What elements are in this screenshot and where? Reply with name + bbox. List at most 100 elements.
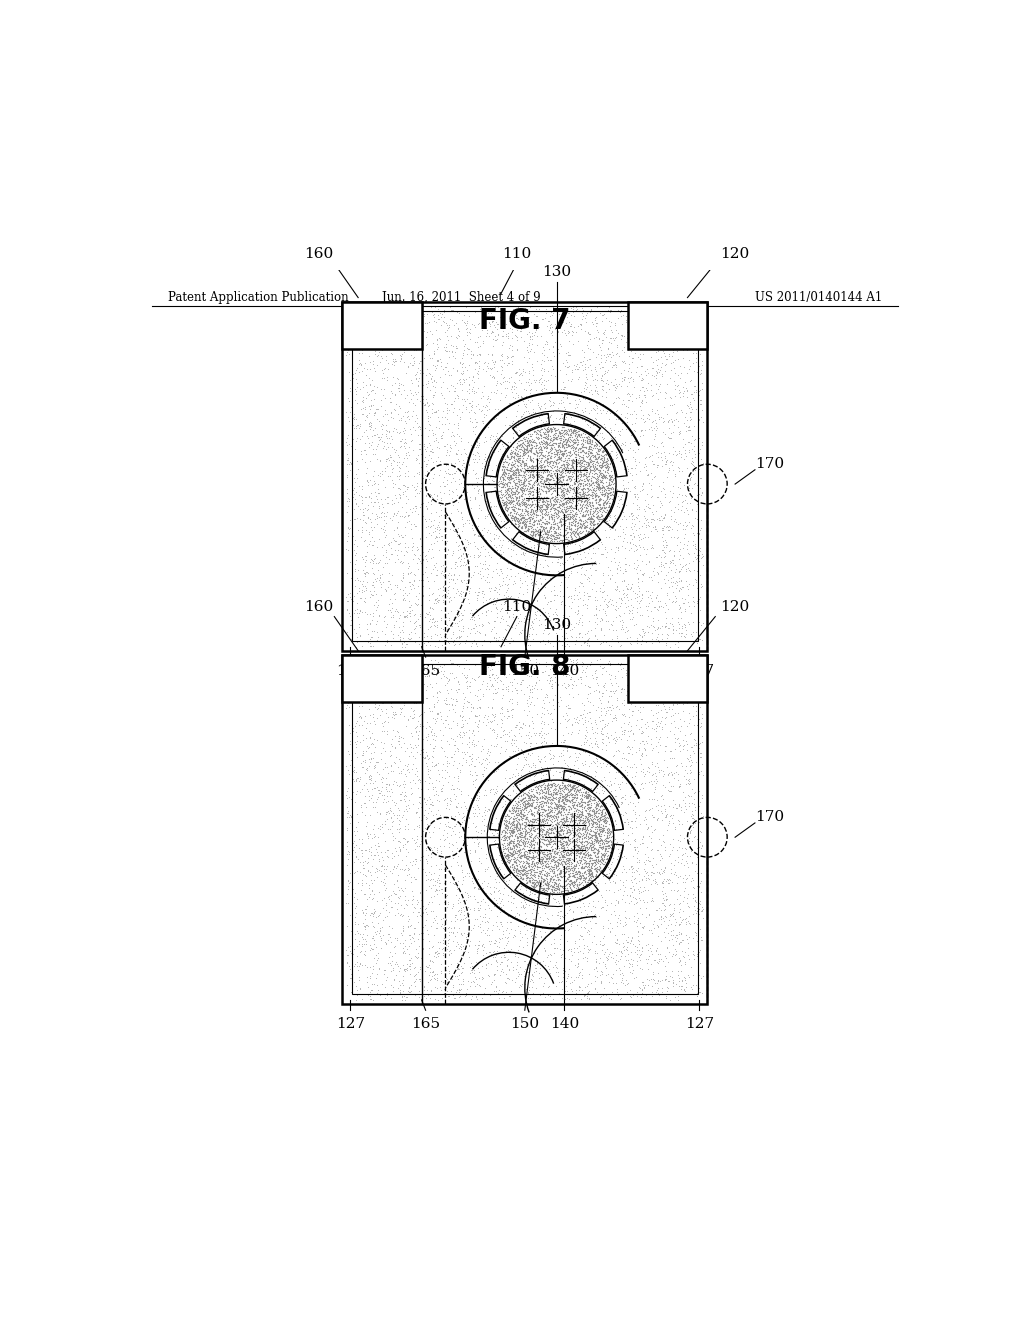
Point xyxy=(560,676,577,697)
Point xyxy=(501,491,517,512)
Point xyxy=(515,805,531,826)
Point xyxy=(544,879,560,900)
Point xyxy=(564,548,581,569)
Point xyxy=(513,891,529,912)
Point xyxy=(532,821,549,842)
Point xyxy=(610,308,627,329)
Point xyxy=(418,879,434,900)
Point xyxy=(369,762,385,783)
Point xyxy=(373,929,389,950)
Point xyxy=(579,837,595,858)
Point xyxy=(635,916,651,937)
Point xyxy=(688,715,705,737)
Point xyxy=(475,331,492,352)
Point xyxy=(397,818,414,840)
Point xyxy=(664,853,680,874)
Point xyxy=(513,504,529,525)
Point xyxy=(435,387,452,408)
Point xyxy=(464,747,480,768)
Point xyxy=(504,845,520,866)
Point xyxy=(602,793,618,814)
Point xyxy=(556,797,572,818)
Point xyxy=(579,837,595,858)
Point xyxy=(388,598,404,619)
Point xyxy=(541,506,557,527)
Point xyxy=(460,533,476,554)
Point xyxy=(559,791,575,812)
Point xyxy=(601,859,617,880)
Point xyxy=(536,494,552,515)
Point xyxy=(348,543,365,564)
Point xyxy=(492,469,508,490)
Point xyxy=(613,351,630,372)
Point xyxy=(424,747,440,768)
Point xyxy=(498,473,514,494)
Point xyxy=(541,863,557,884)
Point xyxy=(544,859,560,880)
Point xyxy=(357,909,374,931)
Point xyxy=(546,808,562,829)
Point xyxy=(361,486,378,507)
Point xyxy=(692,894,709,915)
Point xyxy=(444,342,461,363)
Point xyxy=(528,795,545,816)
Point xyxy=(550,913,566,935)
Text: 127: 127 xyxy=(685,664,714,677)
Point xyxy=(528,722,545,743)
Point xyxy=(464,731,480,752)
Point xyxy=(531,535,548,556)
Point xyxy=(418,516,434,537)
Point xyxy=(526,866,543,887)
Point xyxy=(559,822,575,843)
Point xyxy=(534,812,550,833)
Point xyxy=(468,414,484,436)
Point xyxy=(579,688,595,709)
Point xyxy=(410,729,426,750)
Point xyxy=(511,974,527,995)
Point xyxy=(504,463,520,484)
Point xyxy=(357,916,374,937)
Point xyxy=(549,490,565,511)
Point xyxy=(591,799,607,820)
Point xyxy=(412,880,428,902)
Point xyxy=(502,442,518,463)
Point xyxy=(434,932,451,953)
Point xyxy=(532,849,549,870)
Point xyxy=(454,572,470,593)
Point xyxy=(594,837,610,858)
Point xyxy=(638,985,654,1006)
Point xyxy=(568,434,585,455)
Point xyxy=(358,759,375,780)
Point xyxy=(512,838,528,859)
Point xyxy=(529,469,546,490)
Point xyxy=(584,840,600,861)
Point xyxy=(522,430,539,451)
Point xyxy=(563,515,580,536)
Point xyxy=(590,475,606,496)
Point xyxy=(375,871,391,892)
Point xyxy=(563,495,580,516)
Point xyxy=(688,510,705,531)
Point xyxy=(667,939,683,960)
Point xyxy=(577,469,593,490)
Point xyxy=(348,368,365,389)
Point xyxy=(596,805,612,826)
Point xyxy=(608,960,625,981)
Point xyxy=(372,818,388,840)
Point xyxy=(564,321,581,342)
Point xyxy=(508,459,524,480)
Point xyxy=(413,536,429,557)
Point xyxy=(685,535,701,556)
Point xyxy=(517,748,534,770)
Point xyxy=(558,445,574,466)
Point xyxy=(394,568,411,589)
Point xyxy=(649,840,666,861)
Point xyxy=(578,490,594,511)
Point xyxy=(471,399,487,420)
Point xyxy=(651,375,668,396)
Point xyxy=(645,917,662,939)
Point xyxy=(460,828,476,849)
Point xyxy=(540,772,556,793)
Point xyxy=(584,449,600,470)
Point xyxy=(349,804,366,825)
